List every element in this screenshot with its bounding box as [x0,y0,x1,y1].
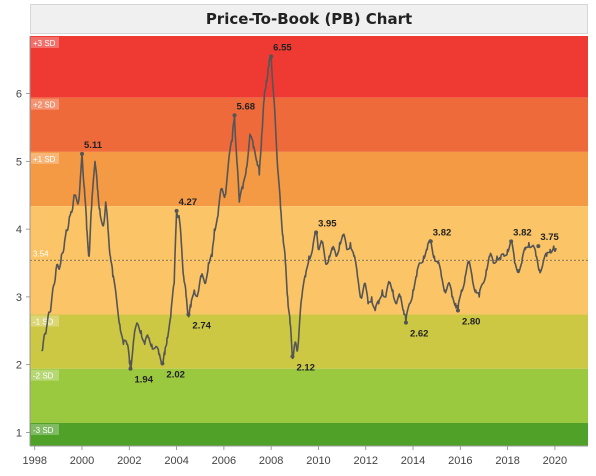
annotation-label: 3.75 [540,232,559,243]
annotation-label: 5.11 [84,140,103,151]
chart-title: Price-To-Book (PB) Chart [205,10,413,28]
y-tick-label: 3 [16,292,22,304]
x-tick-label: 2014 [401,455,425,467]
chart-title-bar: Price-To-Book (PB) Chart [30,4,588,34]
sd-band-label: +3 SD [33,39,56,48]
annotation-label: 3.82 [433,227,452,238]
x-tick-label: 2020 [543,455,567,467]
sd-band-4 [30,260,588,315]
annotation-point [186,312,191,317]
annotation-label: 5.68 [237,101,256,112]
sd-band-label: +1 SD [33,155,56,164]
x-tick-label: 2002 [117,455,141,467]
sd-band-1 [30,97,588,152]
x-tick-label: 2006 [212,455,236,467]
y-tick-label: 5 [16,156,22,168]
sd-band-label-bg-1 [31,98,59,110]
sd-band-7 [30,422,588,446]
sd-band-label-bg-5 [31,315,59,327]
y-tick-label: 6 [16,89,22,101]
annotation-label: 2.80 [462,316,481,327]
annotation-label: 2.62 [410,329,429,340]
sd-band-label: -3 SD [33,426,54,435]
annotation-label: 3.82 [513,227,532,238]
annotation-point [160,361,165,366]
annotation-label: 2.74 [192,321,211,332]
y-tick-label: 2 [16,360,22,372]
sd-band-label-bg-6 [31,369,59,381]
sd-band-label-bg-7 [31,423,59,435]
annotation-point [314,230,319,235]
x-tick-label: 2016 [448,455,472,467]
sd-band-0 [30,36,588,98]
x-tick-label: 2004 [164,455,188,467]
sd-band-label-bg-0 [31,37,59,48]
annotation-point [269,54,274,59]
annotation-label: 2.12 [296,363,315,374]
annotation-point [428,239,433,244]
sd-band-label: -2 SD [33,372,54,381]
y-tick-label: 4 [16,224,22,236]
annotation-label: 4.27 [179,197,198,208]
sd-band-5 [30,314,588,369]
sd-band-3 [30,206,588,261]
sd-band-label: -1 SD [33,318,54,327]
x-tick-label: 2000 [70,455,94,467]
annotation-label: 2.02 [166,369,185,380]
annotation-point [232,113,237,118]
annotation-point [509,239,514,244]
annotation-point [403,320,408,325]
annotation-label: 1.94 [134,375,153,386]
annotation-point [174,208,179,213]
sd-band-label: +2 SD [33,101,56,110]
annotation-label: 6.55 [273,42,292,53]
x-tick-label: 2010 [306,455,330,467]
y-tick-label: 1 [16,427,22,439]
mean-label: 3.54 [33,249,49,258]
annotation-point [536,244,541,249]
sd-band-6 [30,368,588,423]
annotation-point [455,308,460,313]
x-tick-label: 2008 [259,455,283,467]
sd-band-label-bg-2 [31,152,59,164]
annotation-point [290,354,295,359]
annotation-point [80,151,85,156]
annotation-point [128,366,133,371]
x-tick-label: 2012 [354,455,378,467]
x-tick-label: 1998 [22,455,46,467]
annotation-label: 3.95 [318,219,337,230]
pb-series-line-0 [41,55,557,370]
sd-band-2 [30,151,588,207]
x-tick-label: 2018 [495,455,519,467]
